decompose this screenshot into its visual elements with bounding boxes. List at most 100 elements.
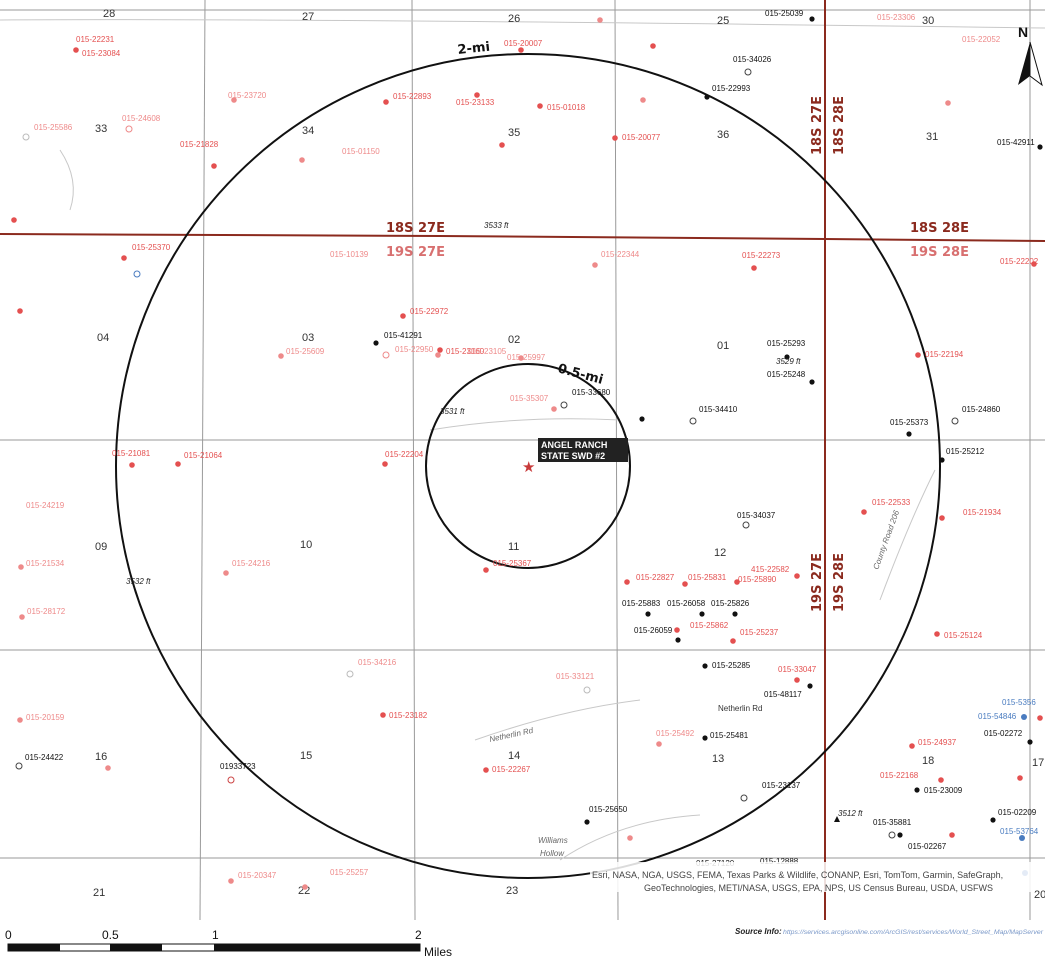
well-label: 015-42911 (997, 138, 1035, 147)
scale-unit: Miles (424, 945, 452, 959)
section-number: 11 (508, 541, 519, 553)
well-label: 015-01150 (342, 147, 380, 156)
well-label: 015-35307 (510, 394, 549, 403)
section-number: 26 (508, 13, 520, 25)
well-label: 015-25237 (740, 628, 779, 637)
well-label: 015-34026 (733, 55, 772, 64)
well-label: 015-22204 (385, 450, 424, 459)
section-number: 16 (95, 751, 107, 763)
well-label: 015-22344 (601, 250, 640, 259)
well-label: 015-26058 (667, 599, 706, 608)
well-label: 015-33121 (556, 672, 595, 681)
well-label: 015-10139 (330, 250, 369, 259)
well-label: 015-02272 (984, 729, 1023, 738)
well-label: 015-22950 (395, 345, 434, 354)
section-number: 03 (302, 332, 314, 344)
well-label: 015-48117 (764, 690, 802, 699)
well-label: 015-25831 (688, 573, 727, 582)
well-label: 015-24216 (232, 559, 271, 568)
well-label: 015-22202 (1000, 257, 1039, 266)
road-label: Netherlin Rd (718, 704, 762, 713)
well-label: 015-23720 (228, 91, 267, 100)
well-label: 015-54846 (978, 712, 1017, 721)
section-number: 23 (506, 885, 518, 897)
well-label: 015-25124 (944, 631, 983, 640)
well-label: 015-25997 (507, 353, 546, 362)
well-label: 015-22993 (712, 84, 751, 93)
well-label: 015-02209 (998, 808, 1037, 817)
elevation-label: 3512 ft (838, 809, 863, 818)
section-number: 30 (922, 15, 934, 27)
well-label: 015-5356 (1002, 698, 1036, 707)
well-label: 015-28172 (27, 607, 66, 616)
well-label: 015-25039 (765, 9, 804, 18)
township-label: 19S 27E (810, 553, 825, 612)
well-label: 015-21064 (184, 451, 223, 460)
well-label: 015-25650 (589, 805, 628, 814)
scale-label: 0.5 (102, 928, 119, 942)
section-number: 18 (922, 755, 934, 767)
section-number: 31 (926, 131, 938, 143)
well-label: 015-25890 (738, 575, 777, 584)
well-label: 015-23009 (924, 786, 963, 795)
well-label: 015-24422 (25, 753, 64, 762)
well-label: 015-23105 (468, 347, 507, 356)
well-label: 015-20077 (622, 133, 661, 142)
well-label: 015-21934 (963, 508, 1002, 517)
section-number: 15 (300, 750, 312, 762)
township-label: 19S 28E (910, 245, 969, 260)
section-number: 14 (508, 750, 520, 762)
section-number: 35 (508, 127, 520, 139)
well-label: 01933723 (220, 762, 256, 771)
site-label-line1: ANGEL RANCH (541, 440, 607, 450)
well-label: 015-25609 (286, 347, 325, 356)
well-label: 015-20347 (238, 871, 277, 880)
section-number: 10 (300, 539, 312, 551)
township-label: 18S 28E (910, 221, 969, 236)
well-label: 015-34410 (699, 405, 738, 414)
well-label: 015-23182 (389, 711, 428, 720)
well-label: 015-33680 (572, 388, 611, 397)
well-label: 015-21081 (112, 449, 151, 458)
well-label: 015-35881 (873, 818, 912, 827)
section-number: 27 (302, 11, 314, 23)
road-label: Williams (538, 836, 568, 845)
well-label: 015-25257 (330, 868, 369, 877)
road-label: Hollow (540, 849, 565, 858)
scale-label: 2 (415, 928, 422, 942)
section-number: 12 (714, 547, 726, 559)
well-label: 015-25826 (711, 599, 750, 608)
section-number: 04 (97, 332, 109, 344)
well-label: 015-22273 (742, 251, 781, 260)
well-label: 015-23137 (762, 781, 801, 790)
well-label: 015-26059 (634, 626, 673, 635)
site-label-line2: STATE SWD #2 (541, 451, 605, 461)
well-label: 015-23084 (82, 49, 121, 58)
well-label: 015-22533 (872, 498, 911, 507)
well-label: 015-25285 (712, 661, 751, 670)
source-url[interactable]: https://services.arcgisonline.com/ArcGIS… (783, 930, 1044, 936)
well-label: 015-22827 (636, 573, 675, 582)
well-label: 015-34216 (358, 658, 397, 667)
well-label: 015-25481 (710, 731, 749, 740)
well-label: 015-25367 (493, 559, 532, 568)
well-label: 015-22231 (76, 35, 115, 44)
scale-bar: 0 0.5 1 2 Miles (5, 928, 452, 959)
well-label: 015-24860 (962, 405, 1001, 414)
well-label: 015-22052 (962, 35, 1001, 44)
section-number: 36 (717, 129, 729, 141)
well-label: 015-25248 (767, 370, 806, 379)
section-number: 17 (1032, 757, 1044, 769)
well-label: 015-24608 (122, 114, 161, 123)
well-label: 015-21828 (180, 140, 219, 149)
well-label: 015-25212 (946, 447, 985, 456)
section-number: 13 (712, 753, 724, 765)
well-label: 015-25370 (132, 243, 171, 252)
well-label: 015-25883 (622, 599, 661, 608)
well-label: 015-24937 (918, 738, 957, 747)
well-label: 015-22267 (492, 765, 531, 774)
well-label: 015-33047 (778, 665, 817, 674)
site-star-icon: ★ (522, 459, 535, 476)
section-number: 33 (95, 123, 107, 135)
